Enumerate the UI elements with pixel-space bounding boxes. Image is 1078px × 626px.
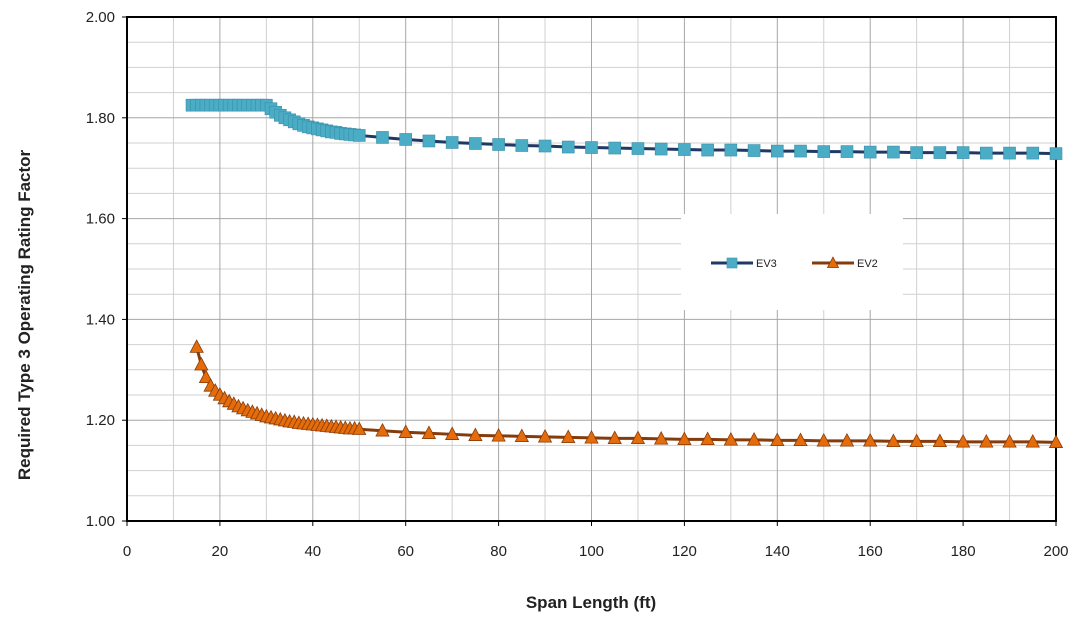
data-point: [189, 339, 204, 353]
data-point: [514, 428, 529, 442]
y-tick-label: 1.40: [86, 311, 115, 328]
y-tick-label: 1.20: [86, 412, 115, 429]
x-tick-label: 200: [1043, 543, 1068, 560]
data-point: [1026, 146, 1040, 160]
y-axis-title: Required Type 3 Operating Rating Factor: [15, 149, 34, 480]
data-point: [700, 431, 715, 446]
data-point: [909, 433, 924, 448]
data-point: [979, 433, 994, 448]
data-point: [701, 143, 714, 157]
data-point: [537, 428, 553, 443]
x-axis-tick-labels: 0 20 40 60 80 100 120 140 160 180 200: [123, 521, 1069, 560]
x-tick-label: 120: [672, 543, 697, 560]
data-point: [794, 144, 807, 158]
data-point: [654, 142, 668, 156]
x-tick-label: 180: [951, 543, 976, 560]
x-tick-label: 80: [490, 543, 507, 560]
data-point: [955, 433, 971, 448]
data-point: [491, 427, 506, 442]
data-point: [910, 146, 923, 159]
data-point: [399, 133, 413, 146]
legend-label-ev2: EV2: [857, 258, 878, 270]
data-point: [886, 433, 901, 448]
data-point: [538, 139, 552, 153]
y-tick-label: 1.80: [86, 110, 115, 127]
data-point: [747, 144, 761, 157]
data-point: [1048, 434, 1064, 449]
series-ev2: [189, 339, 1064, 449]
y-axis-tick-labels: 1.00 1.20 1.40 1.60 1.80 2.00: [86, 9, 127, 530]
data-point: [398, 424, 413, 438]
data-point: [198, 369, 214, 384]
data-point: [770, 432, 785, 447]
data-point: [724, 143, 738, 157]
data-point: [376, 131, 389, 144]
data-point: [630, 430, 646, 445]
series-layer: [185, 98, 1064, 449]
x-tick-label: 40: [304, 543, 321, 560]
data-point: [608, 141, 622, 155]
data-point: [932, 433, 948, 448]
data-point: [1003, 146, 1016, 160]
data-point: [677, 431, 692, 446]
data-point: [352, 421, 367, 435]
data-point: [1002, 433, 1017, 448]
data-point: [631, 142, 645, 155]
y-tick-label: 1.60: [86, 211, 115, 228]
data-point: [375, 422, 390, 437]
data-point: [352, 129, 366, 142]
data-point: [1025, 433, 1040, 448]
x-tick-label: 100: [579, 543, 604, 560]
data-point: [817, 145, 831, 158]
legend-marker-ev3: [726, 257, 738, 269]
data-point: [839, 432, 855, 447]
data-point: [561, 140, 575, 154]
data-point: [863, 432, 878, 447]
x-tick-label: 160: [858, 543, 883, 560]
data-point: [468, 427, 483, 441]
data-point: [933, 146, 947, 159]
data-point: [956, 146, 970, 159]
data-point: [515, 139, 529, 152]
data-point: [469, 137, 482, 150]
data-point: [980, 146, 993, 160]
data-point: [444, 426, 460, 440]
legend-label-ev3: EV3: [756, 258, 777, 270]
data-point: [607, 430, 622, 445]
data-point: [678, 143, 691, 156]
series-ev3: [185, 98, 1063, 160]
data-point: [746, 431, 762, 446]
data-point: [194, 356, 209, 371]
data-point: [585, 141, 598, 154]
data-point: [887, 145, 900, 159]
x-axis-title: Span Length (ft): [526, 593, 656, 612]
data-point: [561, 429, 576, 444]
x-tick-label: 0: [123, 543, 131, 560]
data-point: [723, 431, 739, 446]
data-point: [654, 430, 669, 445]
data-point: [1049, 147, 1063, 160]
data-point: [793, 432, 808, 447]
y-tick-label: 2.00: [86, 9, 115, 26]
data-point: [445, 136, 459, 149]
data-point: [816, 432, 831, 447]
x-tick-label: 60: [397, 543, 414, 560]
data-point: [840, 145, 854, 158]
legend-marker-ev2: [826, 256, 840, 268]
data-point: [421, 425, 437, 439]
data-point: [492, 138, 505, 151]
x-tick-label: 140: [765, 543, 790, 560]
legend: EV3 EV2: [681, 214, 903, 310]
data-point: [584, 429, 599, 444]
data-point: [422, 134, 436, 148]
x-tick-label: 20: [212, 543, 229, 560]
y-tick-label: 1.00: [86, 513, 115, 530]
data-point: [770, 144, 784, 158]
data-point: [863, 145, 877, 159]
